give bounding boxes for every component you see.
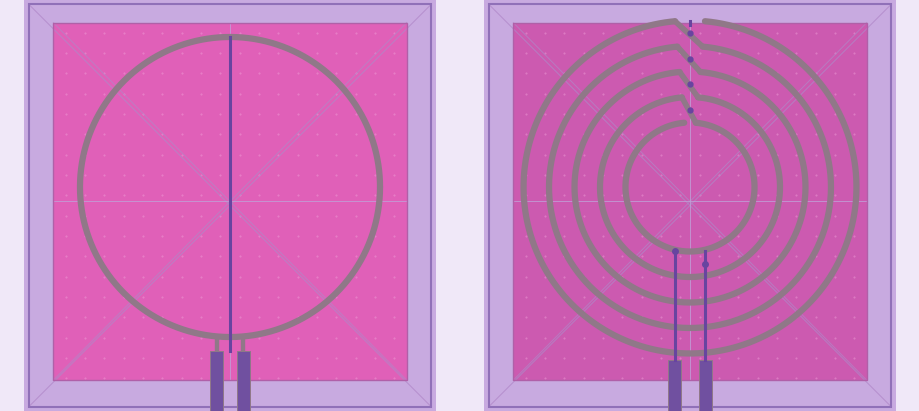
Bar: [667, 360, 681, 411]
Bar: [698, 360, 711, 411]
Bar: [53, 23, 406, 380]
Bar: [236, 351, 250, 411]
Bar: [513, 23, 866, 380]
Bar: [513, 23, 866, 380]
Bar: [210, 351, 223, 411]
Bar: [53, 23, 406, 380]
